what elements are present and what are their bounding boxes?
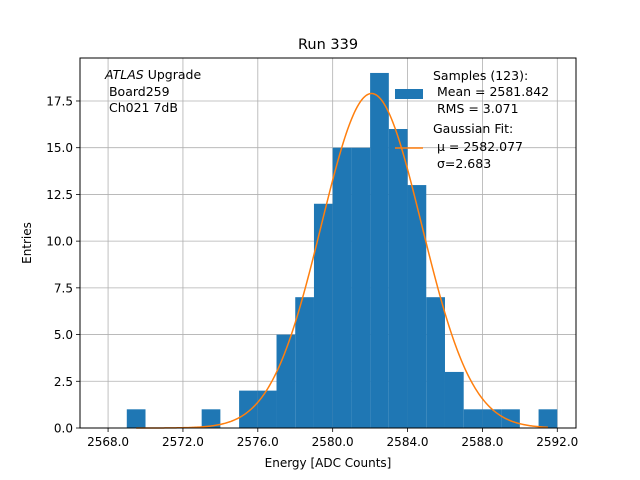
gaussian-fit-line [136,92,548,429]
histogram-bar [201,409,221,428]
legend-bar-swatch [395,89,423,99]
histogram-bar [538,409,558,428]
gaussian-fit [136,92,548,429]
x-tick-label: 2588.0 [461,435,503,449]
x-tick-label: 2568.0 [87,435,129,449]
plot-frame [79,57,577,429]
annotation-board: Board259 [105,84,170,99]
histogram-bar [313,203,333,428]
legend-samples-title: Samples (123): [433,68,528,83]
annotation-italic: ATLAS [104,67,144,82]
legend-fit-mu: μ = 2582.077 [433,139,523,154]
x-tick-label: 2580.0 [312,435,354,449]
histogram-bar [239,390,258,428]
histogram-bar [463,409,483,428]
histogram-bars [126,72,558,429]
legend-samples-rms: RMS = 3.071 [433,101,519,116]
y-tick-label: 12.5 [46,188,73,202]
y-tick-label: 15.0 [46,141,73,155]
x-tick-label: 2576.0 [237,435,279,449]
y-axis-ticks: 0.0 2.5 5.0 7.5 10.0 12.5 15.0 17.5 [46,94,80,436]
histogram-bar [276,334,296,428]
annotation-rest: Upgrade [144,67,202,82]
legend-fit-title: Gaussian Fit: [433,121,513,136]
y-tick-label: 5.0 [54,328,73,342]
histogram-bar [501,409,520,428]
x-tick-label: 2592.0 [536,435,578,449]
x-tick-label: 2572.0 [162,435,204,449]
x-tick-label: 2584.0 [387,435,429,449]
histogram-bar [351,147,371,429]
legend-fit-sigma: σ=2.683 [433,156,491,171]
y-tick-label: 17.5 [46,94,73,108]
legend: Samples (123): Mean = 2581.842 RMS = 3.0… [395,68,549,171]
y-tick-label: 10.0 [46,235,73,249]
svg-text:ATLAS Upgrade: ATLAS Upgrade [104,67,201,82]
histogram-bar [482,409,502,428]
histogram-bar [126,409,146,428]
histogram-bar [257,390,277,428]
x-axis-label: Energy [ADC Counts] [265,456,392,470]
histogram-bar [426,297,445,428]
x-axis-ticks: 2568.0 2572.0 2576.0 2580.0 2584.0 2588.0 2592… [87,428,578,449]
y-tick-label: 2.5 [54,375,73,389]
chart-title: Run 339 [298,37,358,53]
legend-samples-mean: Mean = 2581.842 [433,84,549,99]
histogram-bar [388,129,408,428]
annotation-channel: Ch021 7dB [105,100,178,115]
histogram-bar [295,297,314,428]
atlas-annotation: ATLAS Upgrade Board259 Ch021 7dB [104,67,201,115]
y-tick-label: 7.5 [54,281,73,295]
y-axis-label: Entries [20,222,34,264]
histogram-bar [444,371,464,428]
y-tick-label: 0.0 [54,422,73,436]
histogram-bar [332,147,352,429]
histogram-bar [407,185,427,428]
histogram-bar [370,72,389,428]
